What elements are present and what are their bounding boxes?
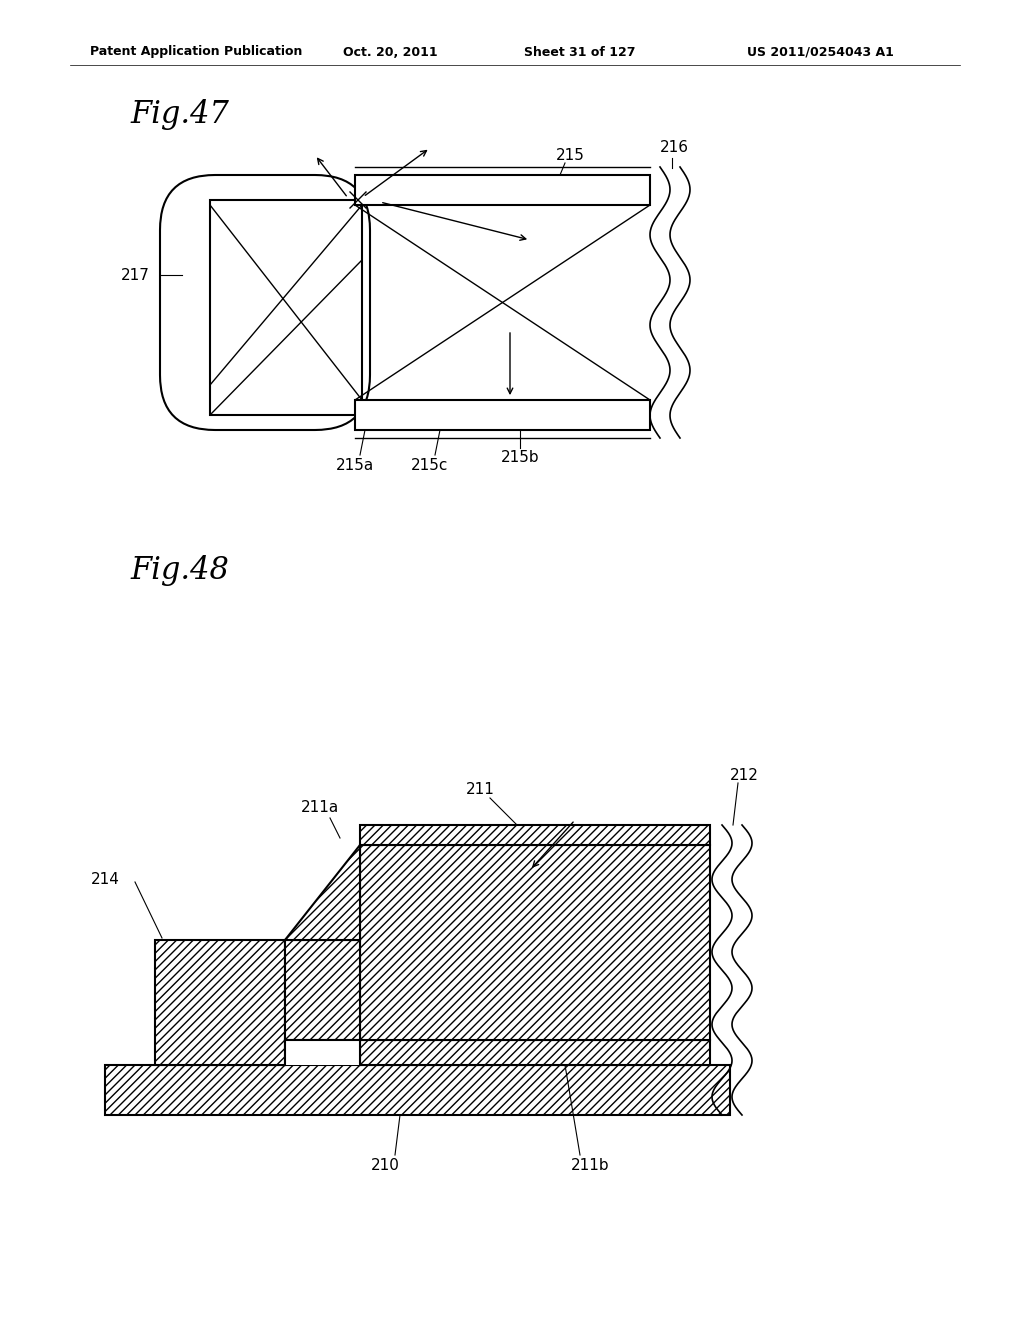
Text: 215a: 215a — [336, 458, 374, 473]
Bar — [285, 940, 360, 1040]
Bar — [360, 845, 710, 1040]
Bar — [285, 1040, 360, 1065]
Text: Sheet 31 of 127: Sheet 31 of 127 — [524, 45, 636, 58]
Bar — [360, 825, 710, 845]
Bar — [360, 1040, 710, 1065]
Text: 212: 212 — [730, 767, 759, 783]
Text: Fig.48: Fig.48 — [130, 554, 229, 586]
Text: Oct. 20, 2011: Oct. 20, 2011 — [343, 45, 437, 58]
FancyBboxPatch shape — [160, 176, 370, 430]
Text: 210: 210 — [371, 1158, 399, 1172]
Text: US 2011/0254043 A1: US 2011/0254043 A1 — [746, 45, 893, 58]
Text: 215c: 215c — [412, 458, 449, 473]
Bar — [285, 940, 360, 1040]
Text: 211: 211 — [466, 783, 495, 797]
Text: 217: 217 — [121, 268, 150, 282]
Bar — [105, 1065, 730, 1115]
Text: Patent Application Publication: Patent Application Publication — [90, 45, 302, 58]
Text: 216: 216 — [660, 140, 689, 156]
Text: 215: 215 — [556, 148, 585, 162]
Text: Fig.47: Fig.47 — [130, 99, 229, 131]
Bar — [155, 940, 285, 1065]
Polygon shape — [285, 845, 360, 940]
Bar — [210, 201, 362, 414]
Bar — [355, 400, 650, 430]
Bar — [105, 1065, 730, 1115]
Text: 211b: 211b — [570, 1158, 609, 1172]
Text: 211a: 211a — [301, 800, 339, 816]
Bar — [360, 825, 710, 845]
Bar — [155, 940, 285, 1065]
Bar — [360, 845, 710, 1040]
Bar — [360, 1040, 710, 1065]
Text: 215b: 215b — [501, 450, 540, 466]
Bar — [355, 176, 650, 205]
Text: 214: 214 — [90, 873, 120, 887]
